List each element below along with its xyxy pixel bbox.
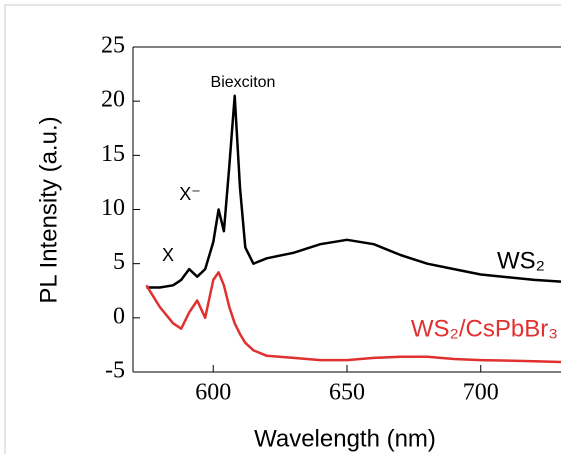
annotation: Biexciton: [211, 74, 276, 91]
y-tick-label: 5: [113, 249, 125, 275]
series-label: WS₂/CsPbBr₃: [411, 315, 558, 342]
x-tick-label: 650: [329, 380, 365, 406]
x-axis-label: Wavelength (nm): [254, 425, 436, 452]
series-line: [146, 94, 561, 289]
x-tick-label: 700: [463, 380, 499, 406]
annotation: X: [162, 245, 174, 265]
y-axis-label: PL Intensity (a.u.): [35, 116, 62, 303]
y-tick-label: 25: [101, 33, 125, 59]
x-tick-label: 600: [195, 380, 231, 406]
y-tick-label: 10: [101, 195, 125, 221]
annotation: X⁻: [179, 184, 201, 204]
frame: [4, 4, 561, 454]
y-tick-label: 0: [113, 303, 125, 329]
y-tick-label: 15: [101, 141, 125, 167]
series-line: [145, 271, 561, 364]
y-tick-label: 20: [101, 87, 125, 113]
series-label: WS₂: [497, 247, 545, 274]
y-tick-label: -5: [105, 358, 125, 384]
